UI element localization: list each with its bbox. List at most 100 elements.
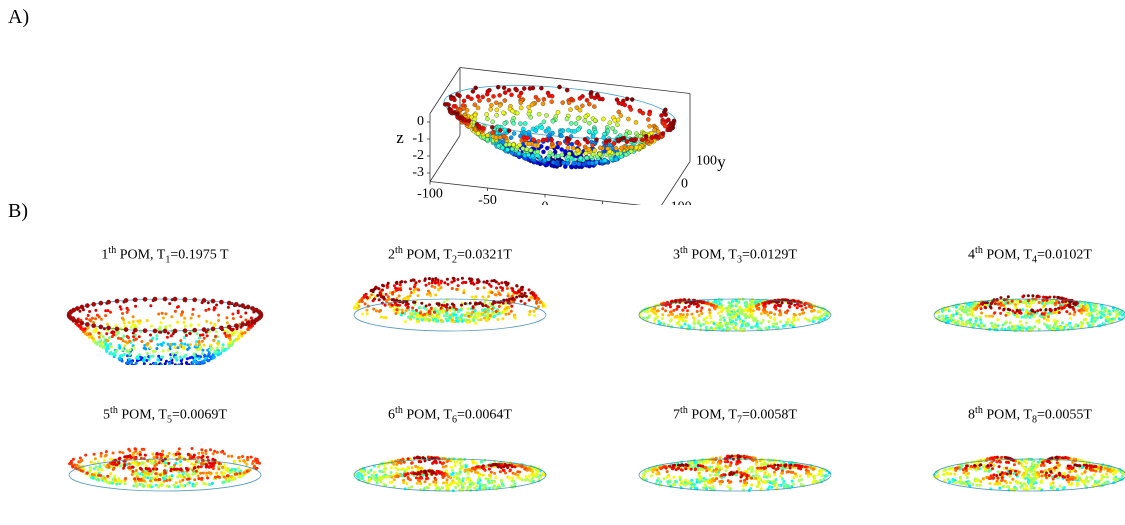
- pom-point: [1057, 307, 1060, 310]
- scatter-point: [490, 125, 494, 129]
- pom-point: [366, 312, 369, 315]
- pom-point: [450, 318, 453, 321]
- pom-point: [161, 450, 164, 453]
- scatter-point: [455, 92, 459, 96]
- pom-point: [171, 361, 174, 364]
- pom-point: [119, 305, 122, 308]
- scatter-point: [625, 140, 629, 144]
- pom-point: [112, 331, 115, 334]
- scatter-point: [583, 119, 587, 123]
- scatter-point: [512, 131, 516, 135]
- scatter-point: [587, 147, 591, 151]
- pom-point: [744, 309, 747, 312]
- scatter-point: [644, 134, 648, 138]
- pom-point: [528, 475, 531, 478]
- pom-point: [515, 296, 518, 299]
- scatter-point: [519, 106, 523, 110]
- pom-ordinal-suffix: th: [395, 245, 403, 256]
- pom-point: [528, 313, 531, 316]
- pom-point: [154, 472, 157, 475]
- pom-point: [177, 485, 180, 488]
- pom-point: [195, 470, 198, 473]
- pom-point: [508, 312, 511, 315]
- pom-point: [179, 460, 182, 463]
- pom-point: [193, 478, 196, 481]
- pom-point: [988, 315, 991, 318]
- pom-point: [128, 449, 131, 452]
- pom-point: [542, 473, 545, 476]
- pom-point: [101, 477, 104, 480]
- pom-point: [1046, 319, 1049, 322]
- pom-point: [955, 306, 958, 309]
- z-axis-label: z: [396, 128, 404, 147]
- pom-point: [721, 325, 724, 328]
- pom-point: [490, 291, 493, 294]
- scatter-point: [511, 143, 515, 147]
- pom-point: [757, 303, 760, 306]
- pom-point: [752, 319, 755, 322]
- pom-point: [485, 304, 488, 307]
- pom-point: [401, 311, 404, 314]
- pom-point: [243, 471, 246, 474]
- pom-point: [174, 356, 177, 359]
- scatter-point: [476, 106, 480, 110]
- pom-point: [169, 324, 172, 327]
- pom-point: [497, 282, 500, 285]
- pom-point: [118, 457, 121, 460]
- pom-point: [361, 313, 364, 316]
- pom-point: [373, 471, 376, 474]
- pom-point: [157, 313, 160, 316]
- pom-point: [109, 311, 112, 314]
- scatter-point: [525, 147, 529, 151]
- scatter-point: [597, 152, 601, 156]
- pom-label: POM, T: [983, 248, 1032, 263]
- pom-point: [1029, 326, 1032, 329]
- pom-point: [1107, 320, 1110, 323]
- pom-point: [487, 318, 490, 321]
- pom-point: [516, 470, 519, 473]
- pom-point: [965, 305, 968, 308]
- scatter-point: [498, 128, 502, 132]
- scatter-point: [463, 118, 467, 122]
- pom-point: [986, 301, 989, 304]
- pom-point: [435, 461, 438, 464]
- pom-point: [745, 324, 748, 327]
- pom-point: [782, 325, 785, 328]
- scatter-point: [612, 142, 616, 146]
- pom-point: [170, 334, 173, 337]
- pom-point: [491, 308, 494, 311]
- pom-point: [134, 305, 137, 308]
- pom-point: [1028, 316, 1031, 319]
- z-tick-label: -3: [412, 165, 424, 180]
- pom-point: [220, 451, 223, 454]
- pom-point: [366, 297, 369, 300]
- pom-point: [180, 468, 183, 471]
- pom-point: [717, 312, 720, 315]
- pom-point: [109, 342, 112, 345]
- pom-rim-point: [193, 298, 197, 302]
- pom-point: [1024, 316, 1027, 319]
- pom-point: [71, 466, 74, 469]
- pom-point: [1080, 312, 1083, 315]
- pom-point: [237, 311, 240, 314]
- pom-point: [208, 483, 211, 486]
- pom-point: [1014, 303, 1017, 306]
- pom-point: [378, 298, 381, 301]
- pom-point: [482, 281, 485, 284]
- pom-point: [708, 308, 711, 311]
- pom-point: [156, 343, 159, 346]
- pom-point: [93, 330, 96, 333]
- pom-point: [376, 294, 379, 297]
- scatter-point: [551, 160, 555, 164]
- pom-title: 5th POM, T5=0.0069T: [45, 405, 285, 425]
- scatter-point: [475, 122, 479, 126]
- scatter-point: [550, 142, 554, 146]
- pom-point: [152, 468, 155, 471]
- pom-point: [417, 288, 420, 291]
- pom-point: [158, 478, 161, 481]
- pom-point: [356, 307, 359, 310]
- pom-point: [395, 281, 398, 284]
- pom-point: [994, 302, 997, 305]
- scatter-point: [502, 134, 506, 138]
- pom-point: [514, 465, 517, 468]
